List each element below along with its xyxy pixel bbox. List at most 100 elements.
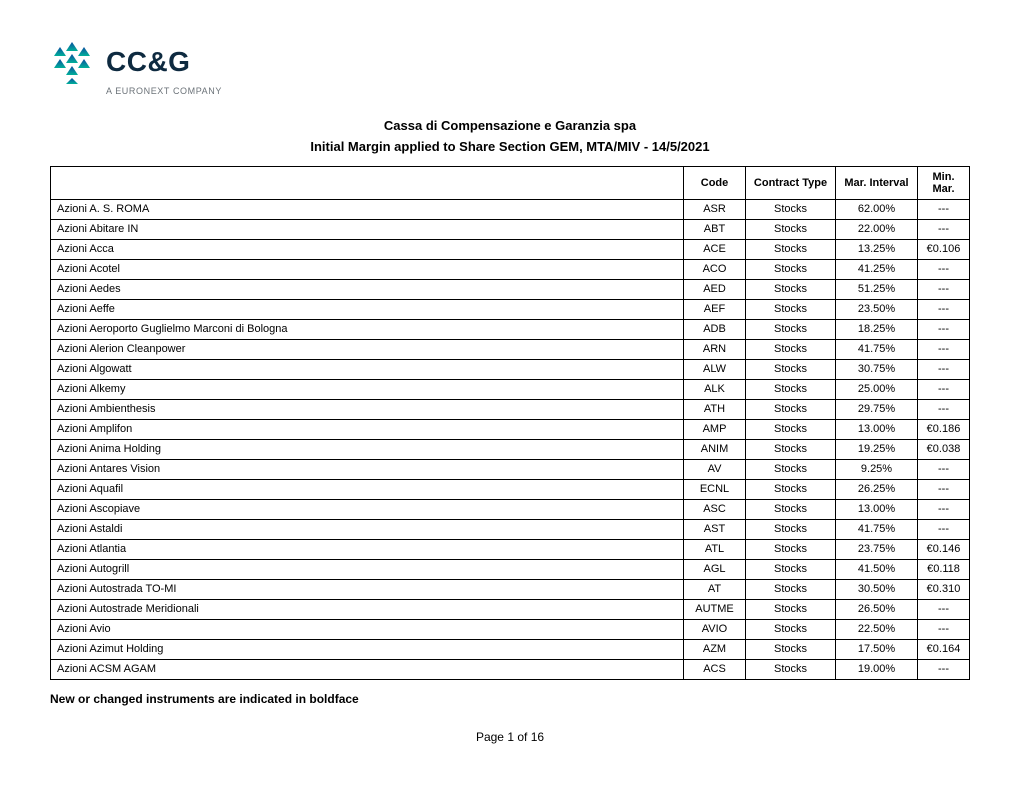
cell-minmar: --- bbox=[918, 339, 970, 359]
cell-name: Azioni Aquafil bbox=[51, 479, 684, 499]
cell-code: AT bbox=[684, 579, 746, 599]
cell-minmar: --- bbox=[918, 479, 970, 499]
cell-name: Azioni Ambienthesis bbox=[51, 399, 684, 419]
cell-marint: 26.50% bbox=[836, 599, 918, 619]
cell-ctype: Stocks bbox=[746, 339, 836, 359]
cell-minmar: --- bbox=[918, 379, 970, 399]
cell-code: ASR bbox=[684, 199, 746, 219]
table-row: Azioni AtlantiaATLStocks23.75%€0.146 bbox=[51, 539, 970, 559]
cell-code: ASC bbox=[684, 499, 746, 519]
cell-code: ACO bbox=[684, 259, 746, 279]
cell-minmar: --- bbox=[918, 659, 970, 679]
cell-ctype: Stocks bbox=[746, 299, 836, 319]
cell-ctype: Stocks bbox=[746, 359, 836, 379]
cell-name: Azioni Aeroporto Guglielmo Marconi di Bo… bbox=[51, 319, 684, 339]
logo-text: CC&G bbox=[106, 46, 190, 78]
table-row: Azioni AvioAVIOStocks22.50%--- bbox=[51, 619, 970, 639]
cell-name: Azioni ACSM AGAM bbox=[51, 659, 684, 679]
cell-code: ABT bbox=[684, 219, 746, 239]
cell-ctype: Stocks bbox=[746, 579, 836, 599]
cell-marint: 13.00% bbox=[836, 499, 918, 519]
cell-code: ALW bbox=[684, 359, 746, 379]
table-header-row: Code Contract Type Mar. Interval Min. Ma… bbox=[51, 166, 970, 199]
table-row: Azioni AscopiaveASCStocks13.00%--- bbox=[51, 499, 970, 519]
table-row: Azioni ACSM AGAMACSStocks19.00%--- bbox=[51, 659, 970, 679]
cell-marint: 22.50% bbox=[836, 619, 918, 639]
cell-code: ECNL bbox=[684, 479, 746, 499]
cell-minmar: €0.106 bbox=[918, 239, 970, 259]
cell-marint: 29.75% bbox=[836, 399, 918, 419]
cell-code: AVIO bbox=[684, 619, 746, 639]
cell-ctype: Stocks bbox=[746, 319, 836, 339]
cell-minmar: €0.038 bbox=[918, 439, 970, 459]
cell-ctype: Stocks bbox=[746, 639, 836, 659]
cell-ctype: Stocks bbox=[746, 479, 836, 499]
cell-minmar: --- bbox=[918, 599, 970, 619]
cell-name: Azioni Ascopiave bbox=[51, 499, 684, 519]
cell-minmar: --- bbox=[918, 259, 970, 279]
cell-code: AGL bbox=[684, 559, 746, 579]
titles: Cassa di Compensazione e Garanzia spa In… bbox=[50, 116, 970, 158]
cell-name: Azioni Autostrade Meridionali bbox=[51, 599, 684, 619]
col-minmar: Min. Mar. bbox=[918, 166, 970, 199]
logo-row: CC&G bbox=[50, 40, 970, 84]
page: CC&G A EURONEXT COMPANY Cassa di Compens… bbox=[0, 0, 1020, 774]
cell-name: Azioni Avio bbox=[51, 619, 684, 639]
cell-name: Azioni Alkemy bbox=[51, 379, 684, 399]
cell-ctype: Stocks bbox=[746, 399, 836, 419]
cell-marint: 30.50% bbox=[836, 579, 918, 599]
table-row: Azioni Autostrada TO-MIATStocks30.50%€0.… bbox=[51, 579, 970, 599]
cell-code: ATL bbox=[684, 539, 746, 559]
cell-code: ACS bbox=[684, 659, 746, 679]
margin-table: Code Contract Type Mar. Interval Min. Ma… bbox=[50, 166, 970, 680]
cell-minmar: --- bbox=[918, 619, 970, 639]
cell-code: AED bbox=[684, 279, 746, 299]
pager-total: 16 bbox=[531, 730, 544, 744]
cell-marint: 41.25% bbox=[836, 259, 918, 279]
col-code: Code bbox=[684, 166, 746, 199]
cell-minmar: --- bbox=[918, 359, 970, 379]
cell-name: Azioni Autogrill bbox=[51, 559, 684, 579]
cell-code: AV bbox=[684, 459, 746, 479]
table-row: Azioni Aeroporto Guglielmo Marconi di Bo… bbox=[51, 319, 970, 339]
cell-minmar: --- bbox=[918, 299, 970, 319]
cell-minmar: €0.186 bbox=[918, 419, 970, 439]
cell-marint: 19.25% bbox=[836, 439, 918, 459]
table-row: Azioni Antares VisionAVStocks9.25%--- bbox=[51, 459, 970, 479]
table-row: Azioni AstaldiASTStocks41.75%--- bbox=[51, 519, 970, 539]
cell-marint: 13.00% bbox=[836, 419, 918, 439]
cell-ctype: Stocks bbox=[746, 279, 836, 299]
cell-marint: 9.25% bbox=[836, 459, 918, 479]
cell-name: Azioni Anima Holding bbox=[51, 439, 684, 459]
table-row: Azioni AutogrillAGLStocks41.50%€0.118 bbox=[51, 559, 970, 579]
cell-ctype: Stocks bbox=[746, 619, 836, 639]
logo-subtitle: A EURONEXT COMPANY bbox=[106, 86, 970, 96]
cell-name: Azioni A. S. ROMA bbox=[51, 199, 684, 219]
cell-marint: 17.50% bbox=[836, 639, 918, 659]
cell-marint: 25.00% bbox=[836, 379, 918, 399]
table-row: Azioni Abitare INABTStocks22.00%--- bbox=[51, 219, 970, 239]
table-row: Azioni AcotelACOStocks41.25%--- bbox=[51, 259, 970, 279]
cell-marint: 51.25% bbox=[836, 279, 918, 299]
cell-name: Azioni Antares Vision bbox=[51, 459, 684, 479]
cell-name: Azioni Aeffe bbox=[51, 299, 684, 319]
cell-ctype: Stocks bbox=[746, 439, 836, 459]
cell-code: ARN bbox=[684, 339, 746, 359]
cell-minmar: --- bbox=[918, 219, 970, 239]
cell-ctype: Stocks bbox=[746, 539, 836, 559]
cell-ctype: Stocks bbox=[746, 559, 836, 579]
cell-marint: 62.00% bbox=[836, 199, 918, 219]
cell-name: Azioni Amplifon bbox=[51, 419, 684, 439]
col-marint: Mar. Interval bbox=[836, 166, 918, 199]
cell-code: ACE bbox=[684, 239, 746, 259]
cell-ctype: Stocks bbox=[746, 219, 836, 239]
col-ctype: Contract Type bbox=[746, 166, 836, 199]
pager: Page 1 of 16 bbox=[50, 730, 970, 744]
cell-ctype: Stocks bbox=[746, 199, 836, 219]
cell-code: AEF bbox=[684, 299, 746, 319]
table-row: Azioni AquafilECNLStocks26.25%--- bbox=[51, 479, 970, 499]
table-row: Azioni A. S. ROMAASRStocks62.00%--- bbox=[51, 199, 970, 219]
cell-name: Azioni Azimut Holding bbox=[51, 639, 684, 659]
table-row: Azioni AeffeAEFStocks23.50%--- bbox=[51, 299, 970, 319]
footnote: New or changed instruments are indicated… bbox=[50, 692, 970, 706]
